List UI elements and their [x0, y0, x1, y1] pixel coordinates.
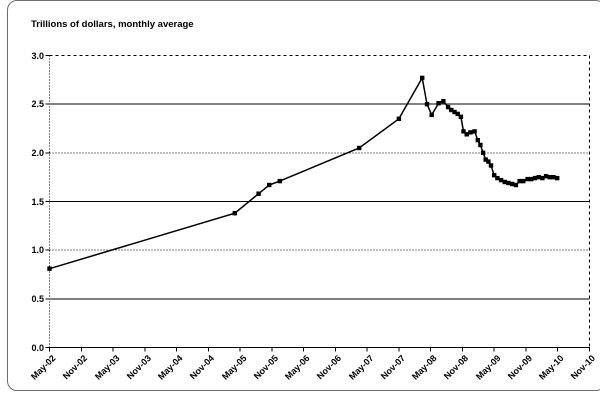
- data-point-marker: [532, 175, 538, 181]
- data-point-marker: [396, 116, 402, 121]
- data-point-marker: [420, 75, 425, 81]
- data-point-marker: [455, 111, 460, 117]
- y-axis-tick-label: 1.5: [31, 197, 44, 207]
- data-point-marker: [256, 191, 261, 196]
- data-point-marker: [429, 112, 434, 118]
- data-point-marker: [506, 180, 511, 186]
- data-point-marker: [357, 145, 362, 151]
- data-point-marker: [510, 181, 515, 187]
- data-point-marker: [536, 175, 541, 180]
- data-point-marker: [449, 107, 454, 113]
- data-point-marker: [472, 129, 477, 134]
- y-axis-tick-label: 1.0: [31, 245, 44, 255]
- data-point-marker: [517, 178, 522, 184]
- data-point-marker: [441, 99, 446, 104]
- y-axis-tick-label: 2.0: [31, 148, 44, 158]
- data-point-marker: [452, 109, 457, 115]
- y-axis-tick-label: 3.0: [31, 51, 44, 61]
- data-point-marker: [424, 102, 430, 107]
- data-point-marker: [547, 175, 552, 180]
- data-point-marker: [502, 179, 507, 185]
- data-point-marker: [529, 176, 534, 182]
- y-axis-tick-label: 0.5: [31, 294, 44, 304]
- data-point-marker: [486, 159, 491, 164]
- data-point-marker: [540, 175, 545, 181]
- data-point-marker: [521, 178, 526, 184]
- y-axis-tick-label: 0.0: [31, 343, 44, 353]
- data-point-marker: [543, 174, 549, 179]
- data-point-marker: [478, 142, 483, 148]
- data-point-marker: [555, 175, 560, 181]
- data-point-marker: [47, 266, 52, 271]
- data-point-marker: [461, 129, 466, 134]
- data-point-marker: [445, 104, 451, 110]
- data-point-marker: [492, 173, 497, 178]
- data-point-marker: [483, 157, 488, 162]
- y-axis-tick-label: 2.5: [31, 99, 44, 109]
- data-point-marker: [436, 101, 441, 106]
- data-point-marker: [513, 182, 519, 188]
- data-point-marker: [480, 150, 486, 155]
- data-point-marker: [232, 211, 237, 216]
- data-point-marker: [495, 175, 500, 181]
- data-point-marker: [458, 114, 464, 119]
- data-point-marker: [498, 177, 504, 183]
- data-point-marker: [267, 182, 272, 188]
- data-point-marker: [475, 138, 480, 143]
- data-series-line: [49, 75, 558, 270]
- data-point-marker: [464, 132, 469, 137]
- data-point-marker: [551, 175, 556, 180]
- data-point-marker: [525, 176, 530, 182]
- data-point-marker: [277, 178, 282, 184]
- data-point-marker: [488, 163, 494, 168]
- chart-title: Trillions of dollars, monthly average: [31, 19, 194, 30]
- data-point-marker: [468, 130, 473, 135]
